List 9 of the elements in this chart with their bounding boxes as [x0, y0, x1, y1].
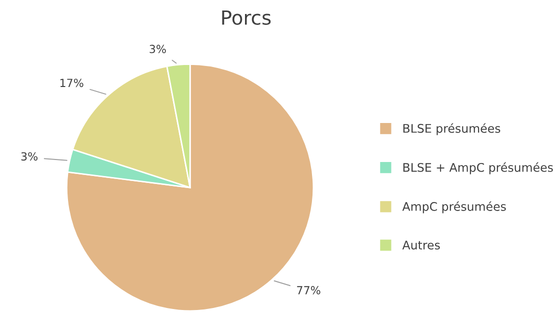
data-label: 3%: [150, 44, 166, 54]
legend-label: BLSE + AmpC présumées: [403, 162, 553, 174]
data-label: 3%: [21, 152, 38, 161]
legend-label: AmpC présumées: [402, 201, 506, 214]
data-label: 17%: [60, 78, 84, 88]
chart-title: Porcs: [222, 10, 271, 25]
data-label: 77%: [297, 286, 320, 294]
legend-label: BLSE présumées: [403, 123, 500, 136]
legend-label: Autres: [402, 240, 440, 250]
